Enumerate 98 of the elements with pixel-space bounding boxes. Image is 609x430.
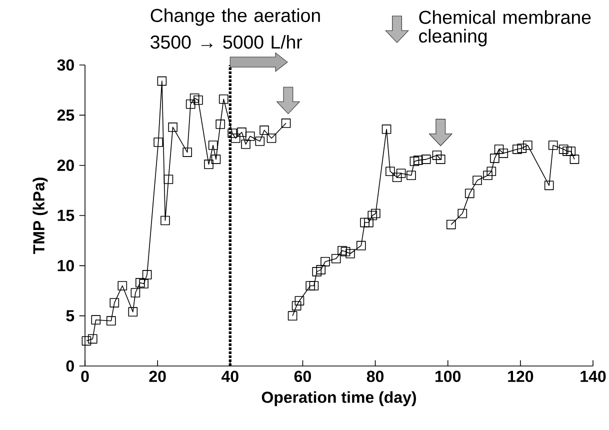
- point: [421, 154, 431, 164]
- point: [288, 311, 298, 321]
- point: [340, 246, 350, 256]
- point: [135, 278, 145, 288]
- point: [320, 256, 330, 266]
- point: [498, 148, 508, 158]
- point: [406, 170, 416, 180]
- point: [260, 126, 269, 135]
- point: [186, 99, 196, 109]
- point: [432, 150, 442, 160]
- point: [130, 288, 140, 298]
- point: [194, 95, 203, 105]
- point: [208, 140, 218, 150]
- point: [382, 124, 392, 134]
- point: [241, 140, 250, 149]
- point: [139, 279, 148, 288]
- point: [309, 281, 319, 290]
- point: [182, 148, 192, 157]
- y-tick-label: 30: [57, 59, 74, 71]
- x-tick-label: 120: [508, 370, 534, 382]
- point: [544, 180, 554, 190]
- point: [548, 140, 558, 150]
- point: [312, 267, 322, 276]
- point: [118, 281, 128, 290]
- point: [446, 220, 456, 230]
- point: [356, 240, 366, 250]
- point: [364, 218, 374, 228]
- y-tick-label: 5: [66, 310, 74, 322]
- point: [245, 132, 255, 141]
- point: [570, 154, 580, 164]
- point: [517, 144, 527, 153]
- point: [392, 172, 402, 182]
- point: [490, 154, 500, 163]
- point: [472, 176, 482, 186]
- point: [218, 94, 228, 104]
- x-tick-label: 140: [580, 370, 606, 382]
- point: [494, 144, 504, 154]
- point: [386, 166, 395, 176]
- point: [346, 248, 355, 258]
- point: [128, 307, 138, 316]
- x-tick-label: 80: [366, 370, 384, 382]
- point: [110, 298, 120, 308]
- point: [142, 270, 152, 280]
- point: [483, 170, 492, 180]
- x-tick-label: 60: [294, 370, 311, 382]
- point: [486, 166, 496, 176]
- point: [216, 120, 226, 129]
- point: [316, 265, 326, 274]
- point: [360, 218, 370, 228]
- x-tick-label: 100: [436, 370, 461, 382]
- x-tick-label: 0: [81, 370, 89, 382]
- x-axis-title: Operation time (day): [262, 391, 416, 406]
- point: [91, 315, 101, 325]
- point: [294, 296, 304, 306]
- point: [237, 128, 246, 137]
- x-tick-label: 40: [222, 370, 238, 382]
- point: [255, 136, 265, 146]
- point: [306, 281, 316, 290]
- y-tick-label: 25: [57, 110, 74, 121]
- point: [88, 334, 98, 344]
- point: [82, 336, 92, 346]
- point: [331, 254, 341, 264]
- point: [230, 134, 240, 143]
- point: [436, 154, 446, 164]
- point: [562, 146, 572, 156]
- point: [512, 144, 522, 154]
- point: [204, 160, 214, 169]
- point: [106, 316, 116, 326]
- point: [281, 118, 291, 128]
- text: Chemical membrane cleaning: [419, 10, 591, 46]
- point: [160, 216, 170, 226]
- point: [157, 76, 167, 86]
- point: [154, 138, 163, 147]
- point: [410, 156, 420, 166]
- point: [168, 122, 178, 132]
- point: [413, 156, 423, 165]
- y-axis-title: TMP (kPa): [32, 178, 48, 254]
- point: [458, 208, 468, 218]
- point: [292, 301, 302, 310]
- point: [190, 93, 200, 103]
- y-tick-label: 20: [57, 160, 74, 171]
- ref-line-label: Change the aeration 3500 → 5000 L/hr: [150, 8, 320, 49]
- y-tick-label: 10: [58, 260, 74, 272]
- y-tick-label: 15: [58, 210, 74, 222]
- point: [523, 140, 532, 150]
- point: [566, 146, 576, 156]
- point: [368, 210, 378, 220]
- point: [228, 128, 237, 138]
- point: [338, 246, 347, 256]
- x-tick-label: 20: [149, 370, 166, 382]
- point: [396, 168, 406, 178]
- point: [558, 144, 568, 154]
- point: [266, 134, 276, 143]
- point: [164, 174, 174, 184]
- point: [464, 188, 474, 198]
- y-tick-label: 0: [66, 360, 74, 372]
- point: [370, 208, 380, 218]
- point: [211, 154, 221, 164]
